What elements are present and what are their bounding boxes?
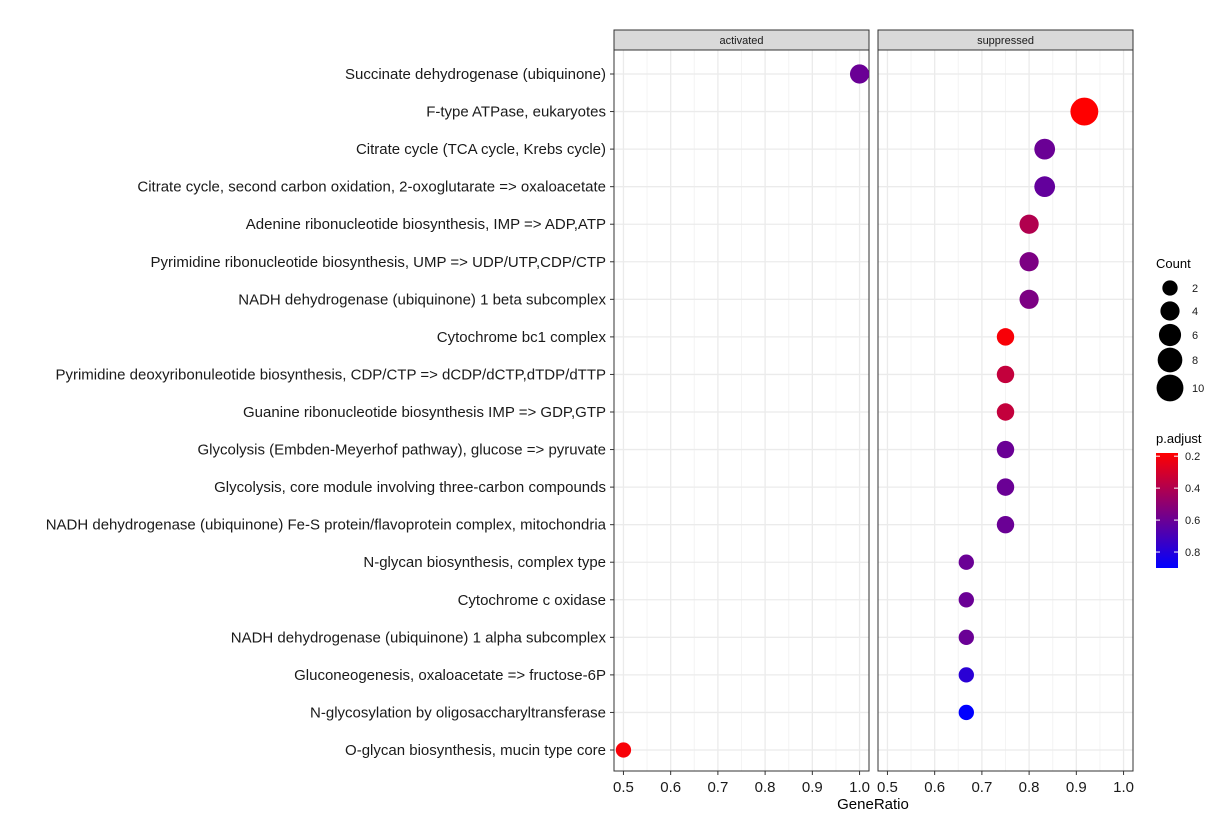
category-label: N-glycan biosynthesis, complex type	[363, 554, 606, 571]
category-label: Pyrimidine deoxyribonuleotide biosynthes…	[55, 366, 606, 383]
x-tick-label: 0.5	[877, 779, 898, 796]
data-point	[996, 478, 1015, 496]
data-point	[1019, 214, 1039, 234]
category-label: Citrate cycle (TCA cycle, Krebs cycle)	[356, 141, 606, 158]
data-point	[996, 515, 1015, 534]
count-legend-label: 6	[1192, 330, 1198, 342]
data-point	[958, 554, 974, 570]
p-adjust-tick-label: 0.2	[1185, 451, 1200, 463]
count-legend-title: Count	[1156, 256, 1191, 271]
p-adjust-tick-label: 0.8	[1185, 547, 1200, 559]
data-points	[615, 64, 1099, 758]
data-point	[996, 328, 1015, 346]
count-legend-label: 10	[1192, 383, 1204, 395]
category-label: Guanine ribonucleotide biosynthesis IMP …	[243, 404, 606, 421]
x-axis-title: GeneRatio	[837, 796, 909, 813]
category-label: Gluconeogenesis, oxaloacetate => fructos…	[294, 667, 606, 684]
category-label: Adenine ribonucleotide biosynthesis, IMP…	[246, 216, 606, 233]
x-tick-label: 0.9	[802, 779, 823, 796]
data-point	[1034, 138, 1056, 160]
data-point	[996, 440, 1015, 459]
category-label: F-type ATPase, eukaryotes	[426, 104, 606, 121]
data-point	[1019, 289, 1039, 309]
facet-strip-label-activated: activated	[719, 35, 763, 47]
x-tick-label: 0.5	[613, 779, 634, 796]
category-label: Glycolysis (Embden-Meyerhof pathway), gl…	[197, 442, 606, 459]
data-point	[958, 667, 974, 683]
x-tick-label: 1.0	[1113, 779, 1134, 796]
p-adjust-colorbar	[1156, 453, 1178, 568]
count-legend-label: 4	[1192, 306, 1198, 318]
category-label: Succinate dehydrogenase (ubiquinone)	[345, 66, 606, 83]
facet-strip-label-suppressed: suppressed	[977, 35, 1034, 47]
category-label: NADH dehydrogenase (ubiquinone) 1 beta s…	[238, 291, 606, 308]
category-label: O-glycan biosynthesis, mucin type core	[345, 742, 606, 759]
count-legend-key	[1158, 323, 1182, 347]
count-legend-key	[1162, 280, 1178, 296]
category-axis-labels: Succinate dehydrogenase (ubiquinone) F-ty…	[46, 66, 614, 759]
count-legend-label: 8	[1192, 355, 1198, 367]
x-tick-label: 0.7	[971, 779, 992, 796]
category-label: Cytochrome c oxidase	[458, 592, 606, 609]
data-point	[1034, 176, 1056, 198]
category-label: Citrate cycle, second carbon oxidation, …	[137, 179, 606, 196]
count-legend-label: 2	[1192, 283, 1198, 295]
p-adjust-tick-label: 0.4	[1185, 483, 1200, 495]
data-point	[958, 629, 974, 646]
data-point	[849, 64, 870, 84]
x-tick-label: 1.0	[849, 779, 870, 796]
x-tick-label: 0.6	[924, 779, 945, 796]
x-tick-label: 0.8	[755, 779, 776, 796]
category-label: N-glycosylation by oligosaccharyltransfe…	[310, 704, 606, 721]
grid-lines	[614, 50, 1133, 771]
category-label: NADH dehydrogenase (ubiquinone) 1 alpha …	[231, 629, 607, 646]
data-point	[996, 403, 1015, 421]
x-tick-label: 0.6	[660, 779, 681, 796]
p-adjust-legend: p.adjust 0.2 0.4 0.6 0.8	[1156, 431, 1202, 568]
x-tick-label: 0.7	[707, 779, 728, 796]
count-legend-key	[1157, 347, 1183, 373]
data-point	[1019, 252, 1039, 272]
data-point	[1070, 97, 1099, 126]
data-point	[958, 592, 974, 608]
p-adjust-tick-label: 0.6	[1185, 515, 1200, 527]
category-label: NADH dehydrogenase (ubiquinone) Fe-S pro…	[46, 517, 607, 534]
data-point	[958, 704, 974, 721]
count-legend: Count 2 4 6 8 10	[1156, 256, 1204, 402]
category-label: Cytochrome bc1 complex	[437, 329, 607, 346]
facet-panels: activated suppressed	[613, 29, 1134, 772]
x-tick-label: 0.8	[1019, 779, 1040, 796]
facet-strip-suppressed	[877, 29, 1134, 51]
count-legend-key	[1160, 301, 1180, 321]
facet-strip-activated	[613, 29, 870, 51]
x-axis-ticks: 0.5 0.6 0.7 0.8 0.9 1.0 0.5 0.6 0.7 0.8 0.9 1.0	[613, 771, 1134, 796]
category-label: Glycolysis, core module involving three-…	[214, 479, 606, 496]
data-point	[996, 365, 1015, 384]
data-point	[615, 742, 632, 758]
p-adjust-legend-title: p.adjust	[1156, 431, 1202, 446]
count-legend-key	[1156, 374, 1184, 402]
x-tick-label: 0.9	[1066, 779, 1087, 796]
category-label: Pyrimidine ribonucleotide biosynthesis, …	[151, 254, 606, 271]
